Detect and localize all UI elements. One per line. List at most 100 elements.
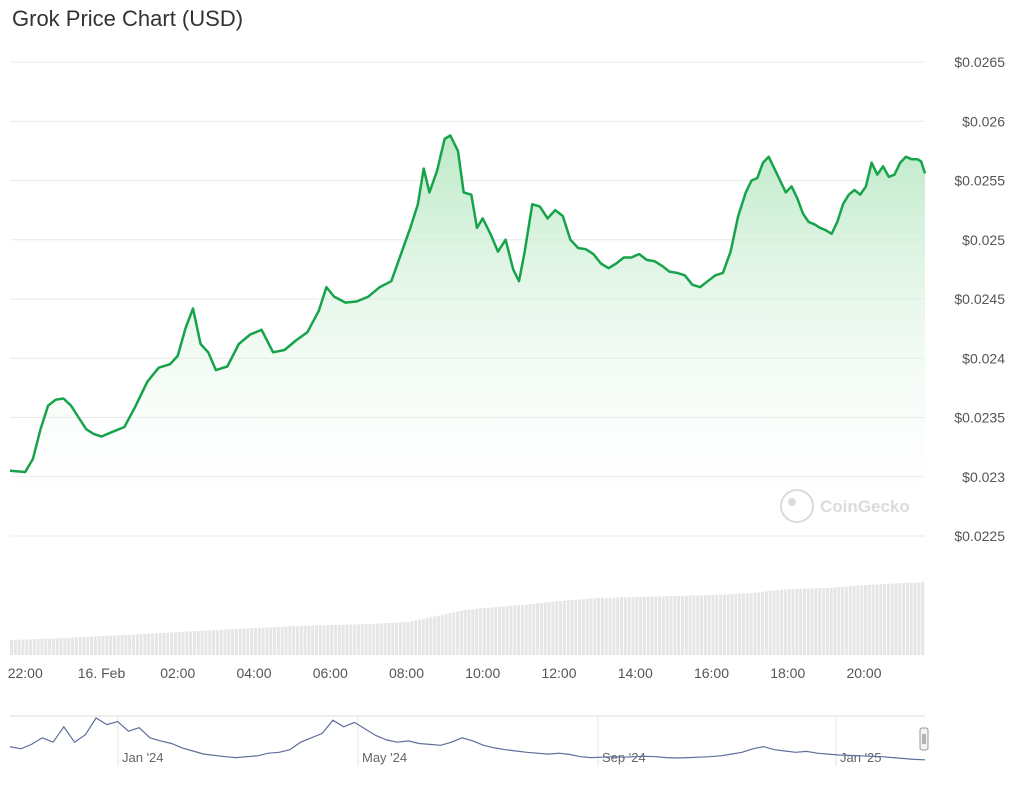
- volume-bar: [17, 639, 21, 655]
- volume-bar: [204, 630, 208, 655]
- volume-bar: [787, 589, 791, 655]
- volume-bar: [406, 622, 410, 655]
- volume-bar: [25, 639, 29, 655]
- volume-bar: [776, 590, 780, 655]
- volume-bar: [295, 625, 299, 655]
- volume-bar: [818, 588, 822, 655]
- volume-bar: [280, 626, 284, 655]
- volume-bar: [36, 639, 40, 655]
- volume-bar: [803, 588, 806, 655]
- y-tick-label: $0.024: [962, 350, 1005, 366]
- volume-bar: [600, 597, 604, 655]
- volume-bar: [738, 593, 742, 655]
- volume-bar: [719, 594, 723, 655]
- volume-bar: [604, 597, 608, 655]
- volume-bar: [700, 595, 704, 655]
- volume-bar: [913, 582, 917, 655]
- coingecko-eye-icon: [788, 498, 796, 506]
- volume-bar: [307, 625, 311, 655]
- volume-bar: [764, 591, 768, 655]
- price-line[interactable]: [9, 134, 927, 474]
- volume-bar: [543, 602, 547, 655]
- volume-bar: [97, 636, 101, 655]
- volume-bar: [848, 586, 852, 655]
- volume-bar: [261, 627, 265, 655]
- volume-bar: [208, 630, 212, 655]
- y-tick-label: $0.0235: [954, 410, 1005, 426]
- volume-bar: [909, 582, 913, 655]
- volume-bar: [593, 598, 597, 655]
- coingecko-logo-icon: [780, 489, 814, 523]
- volume-bar: [921, 582, 925, 655]
- volume-bar: [162, 632, 166, 655]
- volume-bar: [810, 588, 814, 655]
- volume-bar: [387, 623, 391, 655]
- x-tick-label: 16. Feb: [78, 665, 126, 681]
- volume-bar: [391, 622, 395, 655]
- volume-bar: [799, 588, 803, 655]
- volume-bar: [177, 632, 181, 655]
- volume-bar: [841, 586, 845, 655]
- volume-bar: [448, 613, 452, 655]
- range-navigator[interactable]: Jan '24 May '24 Sep '24 Jan '25: [9, 715, 929, 766]
- x-tick-label: 14:00: [618, 665, 653, 681]
- volume-bar: [490, 607, 494, 655]
- volume-bar: [757, 592, 761, 655]
- volume-bar: [505, 606, 509, 655]
- volume-bar: [112, 635, 116, 655]
- volume-bar: [688, 595, 692, 655]
- x-tick-label: 18:00: [770, 665, 805, 681]
- volume-bar: [353, 624, 357, 655]
- volume-bar: [814, 588, 818, 655]
- volume-bar: [120, 635, 124, 655]
- volume-bar: [90, 636, 94, 655]
- volume-bar: [585, 598, 589, 655]
- volume-bar: [349, 624, 353, 655]
- volume-bar: [429, 617, 433, 655]
- volume-bar: [829, 587, 833, 655]
- volume-bar: [173, 632, 177, 655]
- volume-bar: [292, 626, 296, 655]
- volume-bar: [105, 635, 109, 655]
- volume-bar: [646, 596, 650, 655]
- volume-bar: [864, 585, 867, 655]
- volume-bar: [517, 605, 521, 655]
- volume-bar: [635, 597, 639, 655]
- y-tick-label: $0.023: [962, 469, 1005, 485]
- x-tick-label: 16:00: [694, 665, 729, 681]
- navigator-line: [9, 717, 926, 761]
- volume-bar: [116, 635, 120, 655]
- volume-bar: [55, 638, 59, 655]
- volume-bar: [154, 633, 158, 655]
- volume-bar: [825, 588, 829, 655]
- y-tick-label: $0.0255: [954, 173, 1005, 189]
- volume-bar: [551, 601, 555, 655]
- volume-bar: [631, 597, 635, 655]
- volume-bar: [520, 605, 524, 655]
- volume-bar: [860, 585, 864, 655]
- volume-bar: [620, 597, 623, 655]
- volume-bar: [135, 634, 139, 655]
- volume-bar: [456, 611, 460, 655]
- volume-bar: [215, 630, 219, 655]
- volume-bar: [48, 638, 52, 655]
- volume-bar: [284, 626, 288, 655]
- volume-bar: [745, 593, 749, 655]
- volume-bar: [711, 595, 715, 655]
- volume-bar: [539, 603, 543, 655]
- volume-bar: [417, 619, 421, 655]
- navigator-handle[interactable]: [919, 727, 929, 751]
- volume-bar: [372, 623, 376, 655]
- volume-bar: [269, 627, 273, 655]
- volume-bar: [21, 639, 25, 655]
- volume-bar: [303, 625, 307, 655]
- volume-bar: [833, 587, 837, 655]
- x-tick-label: 22:00: [8, 665, 43, 681]
- volume-bar: [360, 624, 364, 655]
- y-axis-labels: $0.0225 $0.023 $0.0235 $0.024 $0.0245 $0.025 $…: [954, 54, 1005, 544]
- price-area: [9, 134, 927, 536]
- volume-bar: [501, 606, 505, 655]
- y-tick-label: $0.0245: [954, 291, 1005, 307]
- volume-bar: [791, 588, 795, 655]
